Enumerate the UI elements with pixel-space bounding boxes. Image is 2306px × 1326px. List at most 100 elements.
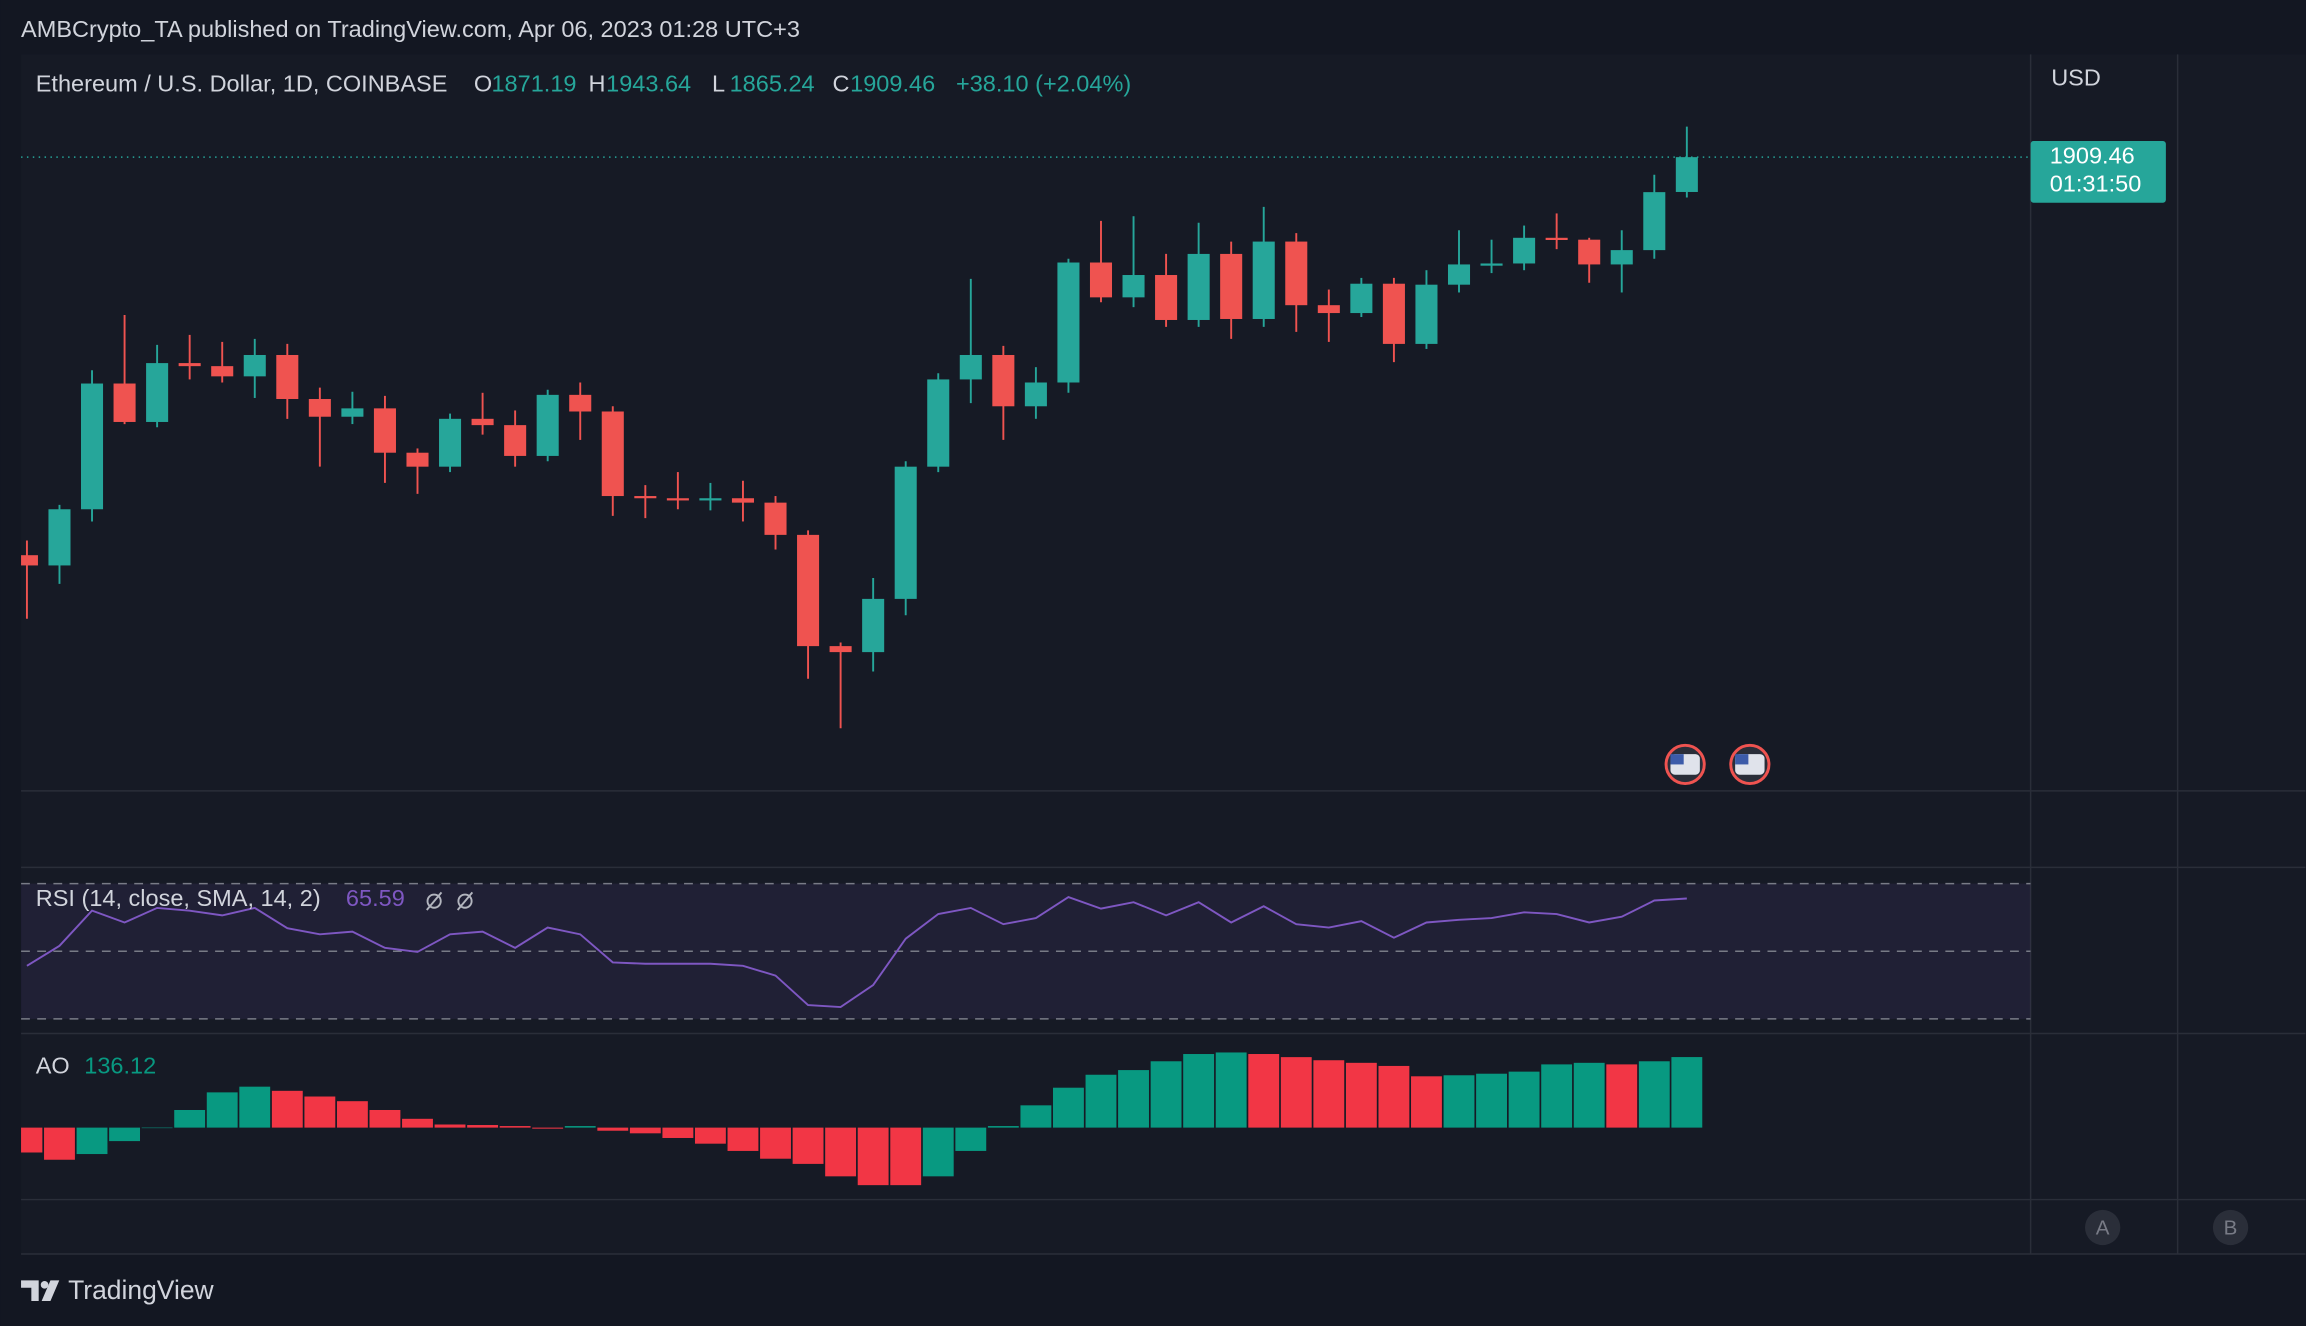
- ao-bar: [369, 1109, 401, 1128]
- ao-bar: [1476, 1073, 1507, 1128]
- event-flags: [1664, 743, 1771, 786]
- ao-bar: [1020, 1105, 1052, 1128]
- candle-body: [1024, 382, 1047, 407]
- candle-body: [731, 498, 754, 503]
- candle-body: [1513, 237, 1536, 264]
- candle-body: [308, 399, 331, 417]
- brand-logo: [21, 1280, 60, 1302]
- ao-bar: [1118, 1070, 1149, 1128]
- candle-body: [1155, 275, 1178, 320]
- last-price-tag: [2030, 140, 2166, 203]
- ao-bar: [857, 1127, 889, 1186]
- ao-bar: [1508, 1071, 1540, 1128]
- currency-label: USD: [2051, 65, 2101, 91]
- ao-bar: [1345, 1062, 1377, 1128]
- ao-bar: [1183, 1054, 1215, 1128]
- ao-bar: [890, 1127, 922, 1186]
- candle-body: [373, 408, 396, 453]
- candle-body: [536, 394, 559, 456]
- hide-icon: [456, 891, 474, 911]
- scale-buttons[interactable]: A B: [2085, 1209, 2249, 1246]
- candle-body: [666, 498, 689, 501]
- candle-body: [1643, 192, 1666, 251]
- flag-icon: [1670, 754, 1684, 765]
- rsi-title: RSI (14, close, SMA, 14, 2): [36, 885, 321, 911]
- scale-button[interactable]: [2085, 1209, 2121, 1246]
- candle-body: [1675, 157, 1698, 192]
- ao-bar: [499, 1126, 531, 1128]
- candle-body: [439, 418, 462, 467]
- candle-body: [21, 555, 38, 566]
- scale-button-label[interactable]: A: [2096, 1216, 2110, 1239]
- footer: TradingView: [21, 1275, 215, 1305]
- ao-bar: [1411, 1076, 1442, 1128]
- brand-logo: [40, 1281, 49, 1289]
- ao-bar: [1606, 1064, 1638, 1128]
- marks: [21, 126, 2031, 1186]
- ohlc-value: 1865.24: [730, 70, 815, 96]
- candle-body: [504, 425, 527, 456]
- candle-body: [1089, 262, 1113, 298]
- candle-body: [276, 354, 299, 400]
- candle-body: [1285, 241, 1308, 306]
- candle-body: [1447, 264, 1471, 285]
- last-price-label: 1909.46: [2050, 142, 2135, 168]
- candle-body: [992, 354, 1015, 407]
- ao-bar: [662, 1127, 694, 1138]
- ao-bar: [1573, 1062, 1605, 1128]
- ohlc-value: 1943.64: [606, 70, 691, 96]
- ao-bar: [825, 1127, 857, 1177]
- candle-body: [178, 363, 201, 367]
- change-label: +38.10 (+2.04%): [956, 70, 1131, 96]
- chart-area: [21, 54, 2306, 1254]
- ao-bar: [1541, 1064, 1573, 1128]
- ao-bar: [727, 1127, 759, 1151]
- candle-body: [80, 383, 104, 510]
- candle-body: [1187, 253, 1210, 320]
- ao-bar: [597, 1127, 629, 1131]
- ao-bar: [1378, 1065, 1410, 1128]
- rsi-icons: [426, 891, 474, 911]
- labels: Ethereum / U.S. Dollar, 1D, COINBASE USD…: [36, 65, 2166, 1078]
- ohlc-letter: L: [712, 70, 725, 96]
- scale-button[interactable]: [2212, 1209, 2249, 1246]
- hide-icon: [426, 891, 443, 911]
- ohlc-letter: O: [474, 70, 492, 96]
- candle-body: [1317, 305, 1340, 314]
- ao-bar: [336, 1101, 368, 1128]
- countdown-label: 01:31:50: [2050, 170, 2142, 196]
- ao-bar: [141, 1127, 173, 1129]
- hide-icon: [426, 893, 442, 909]
- scale-button-label[interactable]: B: [2224, 1216, 2238, 1239]
- candle-body: [764, 502, 787, 535]
- candle-body: [634, 496, 657, 499]
- candle-body: [959, 354, 982, 380]
- ao-bar: [1085, 1074, 1117, 1128]
- ao-bar: [629, 1127, 661, 1134]
- ao-bar: [1671, 1057, 1703, 1128]
- ao-bar: [532, 1127, 564, 1129]
- ao-bar: [760, 1127, 791, 1159]
- candle-body: [1545, 237, 1568, 241]
- ao-bar: [955, 1127, 987, 1151]
- ao-bar: [21, 1127, 43, 1153]
- candle-body: [48, 509, 71, 566]
- pane-borders: [21, 54, 2306, 1255]
- candle-body: [1415, 284, 1438, 344]
- ohlc-letter: H: [588, 70, 605, 96]
- candle-body: [894, 466, 917, 599]
- ao-bar: [1248, 1054, 1280, 1128]
- ao-bar: [987, 1126, 1019, 1128]
- candle-body: [862, 598, 885, 653]
- candle-body: [341, 408, 364, 417]
- symbol-title: Ethereum / U.S. Dollar, 1D, COINBASE: [36, 70, 448, 96]
- ao-bar: [206, 1092, 238, 1128]
- ao-bar: [1280, 1057, 1312, 1128]
- ao-bar: [402, 1118, 433, 1128]
- ao-bar: [271, 1090, 303, 1128]
- candle-body: [797, 534, 820, 647]
- rsi-value: 65.59: [346, 885, 405, 911]
- candle-body: [829, 646, 852, 653]
- candle-body: [1382, 283, 1405, 344]
